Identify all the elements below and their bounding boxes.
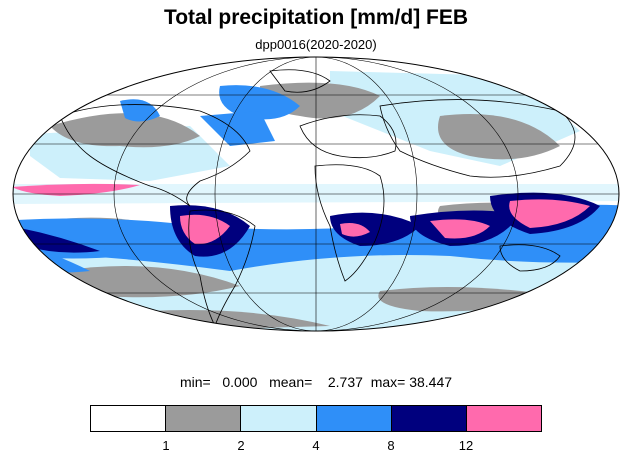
stats-line: min= 0.000 mean= 2.737 max= 38.447 <box>0 374 632 390</box>
min-value: 0.000 <box>222 374 258 390</box>
max-label: max= <box>370 374 406 390</box>
colorbar-label-12: 12 <box>458 438 474 453</box>
colorbar-segment-0 <box>91 406 167 431</box>
colorbar-segment-3 <box>316 406 392 431</box>
map-title: Total precipitation [mm/d] FEB <box>163 6 469 29</box>
colorbar-segment-5 <box>466 406 542 431</box>
colorbar-label-4: 4 <box>312 438 320 453</box>
coastlines <box>59 69 576 328</box>
colorbar-segment-2 <box>241 406 317 431</box>
colorbar-label-2: 2 <box>237 438 245 453</box>
colorbar <box>90 405 542 432</box>
colorbar-segment-1 <box>166 406 242 431</box>
mean-value: 2.737 <box>327 374 363 390</box>
precipitation-map <box>12 56 620 332</box>
map-frame <box>12 56 620 332</box>
map-subtitle: dpp0016(2020-2020) <box>255 37 377 52</box>
mean-label: mean= <box>269 374 313 390</box>
colorbar-label-8: 8 <box>387 438 395 453</box>
colorbar-label-1: 1 <box>162 438 170 453</box>
precip-pink-band <box>13 183 590 245</box>
min-label: min= <box>179 374 211 390</box>
colorbar-segment-4 <box>391 406 467 431</box>
max-value: 38.447 <box>409 374 453 390</box>
